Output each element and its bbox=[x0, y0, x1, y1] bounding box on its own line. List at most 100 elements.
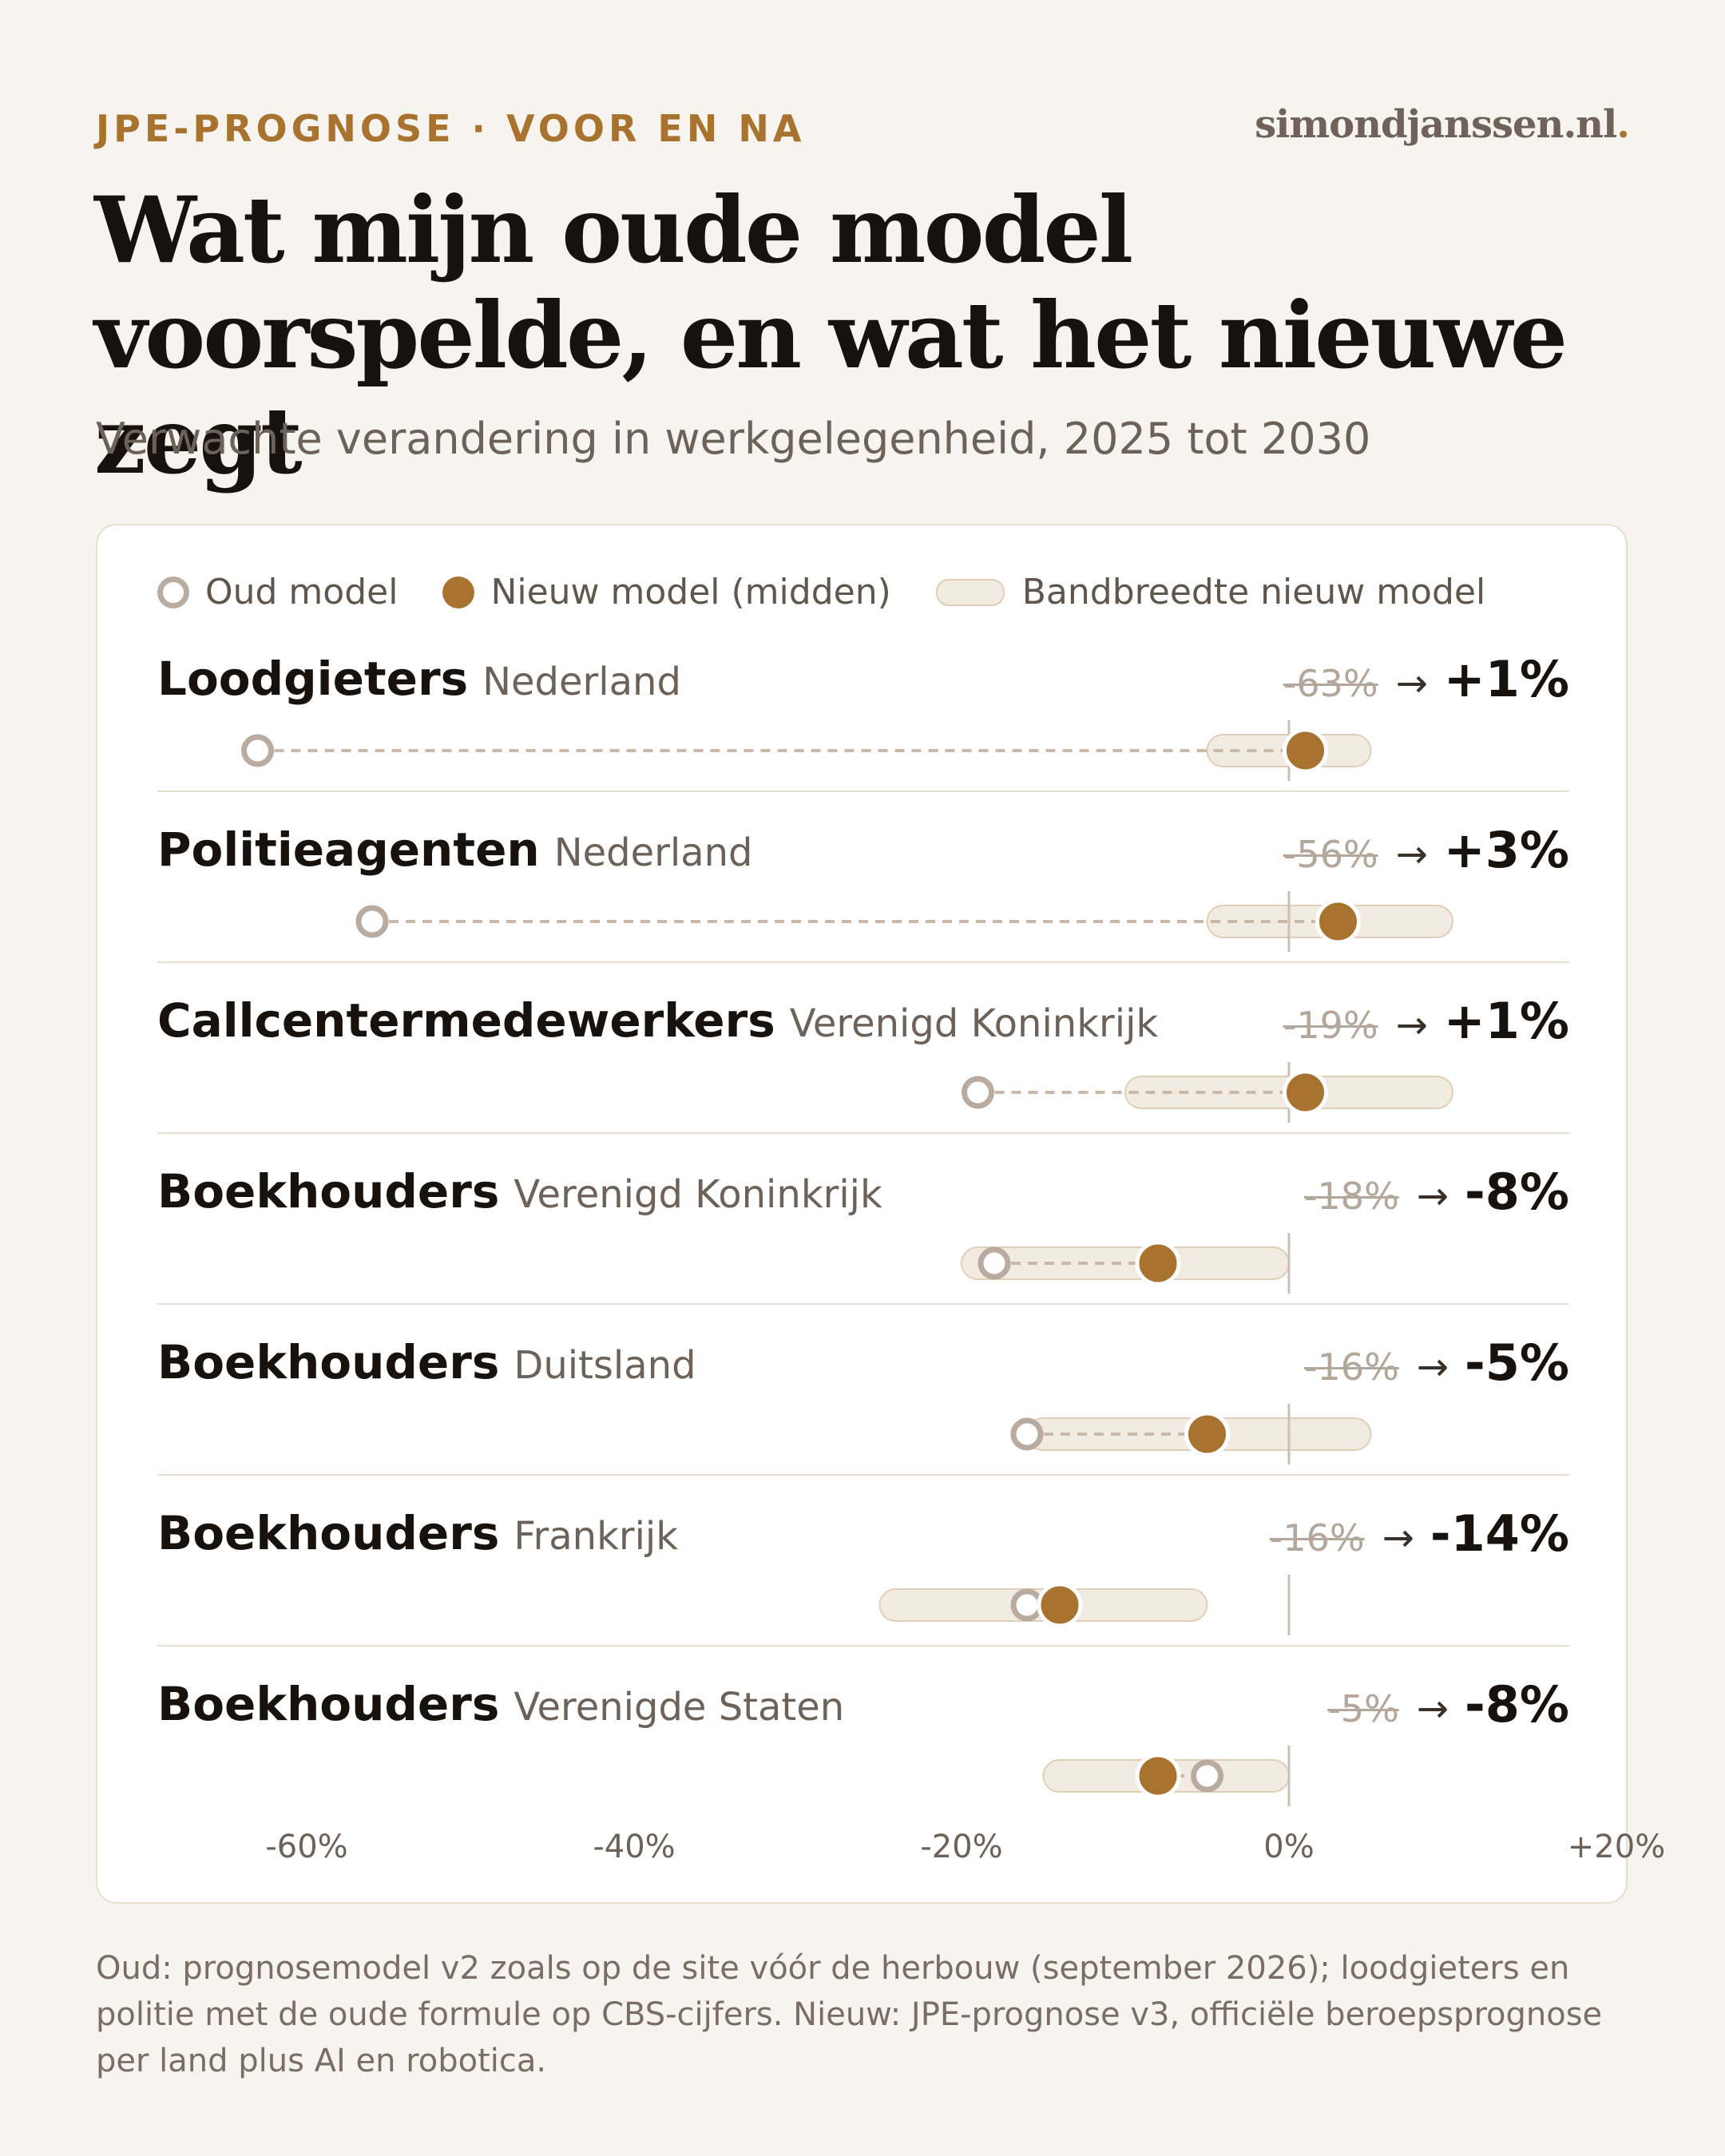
kicker: JPE-PROGNOSE · VOOR EN NA bbox=[96, 107, 806, 150]
region-name: Verenigd Koninkrijk bbox=[789, 1001, 1159, 1046]
old-value-label: -19% bbox=[1283, 1004, 1378, 1047]
row-plot bbox=[241, 720, 1372, 781]
row-values: -16% → -5% bbox=[1304, 1334, 1569, 1392]
old-value-label: -5% bbox=[1327, 1687, 1399, 1730]
old-model-point bbox=[1010, 1588, 1044, 1622]
arrow-right-icon: → bbox=[1395, 661, 1428, 706]
legend-label-old: Oud model bbox=[205, 572, 399, 612]
arrow-right-icon: → bbox=[1395, 1003, 1428, 1048]
row-label: Boekhouders Frankrijk bbox=[157, 1506, 678, 1560]
row-values: -19% → +1% bbox=[1283, 992, 1569, 1050]
row-label: Boekhouders Verenigde Staten bbox=[157, 1677, 844, 1731]
region-name: Frankrijk bbox=[514, 1514, 679, 1559]
old-value-label: -18% bbox=[1303, 1175, 1399, 1218]
old-model-point bbox=[355, 905, 389, 938]
occupation-name: Callcentermedewerkers bbox=[157, 993, 775, 1048]
chart-row: Loodgieters Nederland -63% → +1% bbox=[157, 621, 1569, 792]
new-value-label: -8% bbox=[1465, 1675, 1569, 1734]
x-tick-label: -20% bbox=[920, 1829, 1003, 1865]
legend-item-new: Nieuw model (midden) bbox=[442, 572, 891, 612]
footnote: Oud: prognosemodel v2 zoals op de site v… bbox=[96, 1950, 1603, 2079]
arrow-right-icon: → bbox=[1395, 832, 1428, 877]
chart-row: Politieagenten Nederland -56% → +3% bbox=[157, 792, 1569, 963]
new-value-label: +3% bbox=[1443, 821, 1569, 879]
old-value-label: -56% bbox=[1283, 833, 1378, 876]
old-model-point bbox=[978, 1246, 1011, 1280]
legend-label-band: Bandbreedte nieuw model bbox=[1021, 572, 1486, 612]
chart-card: Oud model Nieuw model (midden) Bandbreed… bbox=[96, 524, 1665, 1904]
new-value-label: -8% bbox=[1465, 1163, 1569, 1221]
brand-dot: . bbox=[1616, 102, 1630, 147]
chart-row: Boekhouders Verenigd Koninkrijk -18% → -8% bbox=[157, 1134, 1569, 1305]
chart-title: Wat mijn oude model voorspelde, en wat h… bbox=[94, 176, 1568, 494]
row-divider bbox=[157, 791, 1569, 792]
occupation-name: Boekhouders bbox=[157, 1335, 500, 1389]
old-model-marker-icon bbox=[157, 576, 189, 608]
row-plot bbox=[962, 1062, 1453, 1123]
chart-row: Callcentermedewerkers Verenigd Koninkrijk… bbox=[157, 963, 1569, 1134]
new-value-label: +1% bbox=[1443, 650, 1569, 708]
legend-label-new: Nieuw model (midden) bbox=[490, 572, 891, 612]
occupation-name: Boekhouders bbox=[157, 1677, 500, 1731]
row-label: Boekhouders Duitsland bbox=[157, 1335, 696, 1389]
brand-name: simondjanssen.nl bbox=[1255, 102, 1617, 147]
new-value-label: +1% bbox=[1443, 992, 1569, 1050]
row-divider bbox=[157, 1474, 1569, 1476]
new-value-label: -5% bbox=[1465, 1334, 1569, 1392]
chart-subtitle: Verwachte verandering in werkgelegenheid… bbox=[96, 414, 1371, 464]
legend-item-old: Oud model bbox=[157, 572, 398, 612]
old-value-label: -16% bbox=[1303, 1346, 1399, 1389]
row-label: Loodgieters Nederland bbox=[157, 652, 681, 706]
row-values: -63% → +1% bbox=[1283, 650, 1569, 708]
row-divider bbox=[157, 1303, 1569, 1305]
old-model-point bbox=[1191, 1759, 1223, 1793]
arrow-right-icon: → bbox=[1416, 1686, 1449, 1731]
row-plot bbox=[878, 1575, 1291, 1635]
row-plot bbox=[961, 1233, 1291, 1294]
new-model-point bbox=[1037, 1582, 1083, 1628]
row-label: Politieagenten Nederland bbox=[157, 822, 753, 877]
region-name: Duitsland bbox=[514, 1343, 696, 1388]
row-values: -5% → -8% bbox=[1327, 1675, 1569, 1734]
range-band-icon bbox=[935, 578, 1005, 606]
chart-row: Boekhouders Verenigde Staten -5% → -8% bbox=[157, 1647, 1569, 1817]
chart-row: Boekhouders Duitsland -16% → -5% bbox=[157, 1305, 1569, 1476]
legend-item-band: Bandbreedte nieuw model bbox=[935, 572, 1486, 612]
new-model-point bbox=[1135, 1240, 1181, 1286]
brand-logo[interactable]: simondjanssen.nl. bbox=[1255, 102, 1630, 147]
x-tick-label: -60% bbox=[265, 1829, 348, 1865]
row-plot bbox=[1010, 1404, 1372, 1464]
region-name: Verenigde Staten bbox=[514, 1685, 845, 1730]
row-values: -16% → -14% bbox=[1270, 1504, 1569, 1563]
chart-row: Boekhouders Frankrijk -16% → -14% bbox=[157, 1476, 1569, 1647]
new-model-point bbox=[1283, 727, 1328, 774]
legend: Oud model Nieuw model (midden) Bandbreed… bbox=[157, 572, 1530, 612]
old-model-point bbox=[962, 1076, 994, 1109]
new-model-point bbox=[1315, 898, 1361, 945]
region-name: Verenigd Koninkrijk bbox=[514, 1172, 882, 1217]
row-values: -56% → +3% bbox=[1283, 821, 1569, 879]
old-model-point bbox=[1010, 1417, 1044, 1451]
new-model-point bbox=[1135, 1753, 1181, 1799]
row-label: Callcentermedewerkers Verenigd Koninkrijk bbox=[157, 993, 1158, 1048]
row-divider bbox=[157, 1645, 1569, 1647]
row-plot bbox=[1042, 1746, 1291, 1806]
new-model-point bbox=[1184, 1411, 1230, 1457]
occupation-name: Boekhouders bbox=[157, 1506, 500, 1560]
row-plot bbox=[355, 891, 1453, 952]
occupation-name: Politieagenten bbox=[157, 822, 540, 877]
row-values: -18% → -8% bbox=[1304, 1163, 1569, 1221]
new-value-label: -14% bbox=[1430, 1504, 1569, 1563]
occupation-name: Boekhouders bbox=[157, 1164, 500, 1219]
arrow-right-icon: → bbox=[1416, 1345, 1449, 1389]
new-model-marker-icon bbox=[442, 576, 475, 608]
x-tick-label: -40% bbox=[593, 1829, 676, 1865]
old-value-label: -63% bbox=[1283, 662, 1378, 705]
occupation-name: Loodgieters bbox=[157, 652, 469, 706]
arrow-right-icon: → bbox=[1382, 1516, 1414, 1560]
region-name: Nederland bbox=[553, 830, 753, 875]
x-tick-label: 0% bbox=[1263, 1829, 1315, 1865]
x-tick-label: +20% bbox=[1567, 1829, 1666, 1865]
old-value-label: -16% bbox=[1269, 1516, 1365, 1560]
row-label: Boekhouders Verenigd Koninkrijk bbox=[157, 1164, 882, 1219]
